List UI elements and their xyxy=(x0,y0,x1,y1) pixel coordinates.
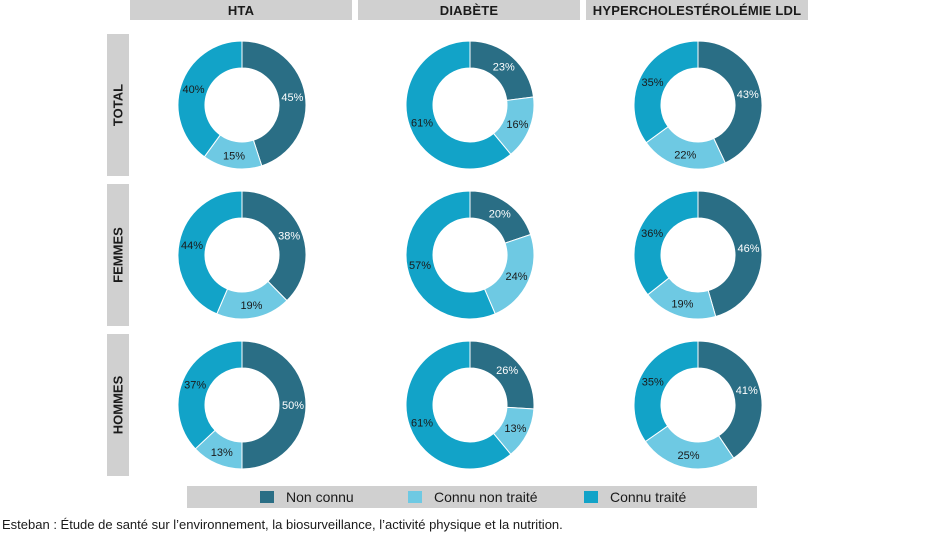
data-label-connu-traite: 40% xyxy=(182,84,204,96)
data-label-non-connu: 50% xyxy=(282,400,304,412)
donut-segment-non-connu xyxy=(697,340,763,459)
legend-item-non-connu: Non connu xyxy=(260,486,354,508)
data-label-connu-traite: 35% xyxy=(642,376,664,388)
donut-segment-connu-traite xyxy=(633,190,699,296)
data-label-connu-non-traite: 13% xyxy=(504,423,526,435)
row-header-hommes: HOMMES xyxy=(107,334,129,476)
donut-segment-non-connu xyxy=(241,40,307,167)
row-header-femmes-label: FEMMES xyxy=(110,227,126,283)
data-label-connu-traite: 36% xyxy=(641,228,663,240)
data-label-non-connu: 20% xyxy=(489,209,511,221)
data-label-non-connu: 38% xyxy=(278,231,300,243)
row-header-total: TOTAL xyxy=(107,34,129,176)
data-label-connu-traite: 61% xyxy=(411,417,433,429)
data-label-connu-traite: 35% xyxy=(642,77,664,89)
donut-hommes-hypercholesterolemie: 41% 25% 35% xyxy=(633,340,763,470)
data-label-connu-non-traite: 25% xyxy=(678,450,700,462)
legend-swatch-connu-non-traite xyxy=(408,491,422,503)
donut-total-hta: 45% 15% 40% xyxy=(177,40,307,170)
legend-swatch-non-connu xyxy=(260,491,274,503)
donut-segment-non-connu xyxy=(241,340,307,470)
donut-total-diabete: 23% 16% 61% xyxy=(405,40,535,170)
legend-item-connu-non-traite: Connu non traité xyxy=(408,486,538,508)
donut-segment-connu-traite xyxy=(177,340,243,450)
data-label-non-connu: 41% xyxy=(736,385,758,397)
data-label-connu-non-traite: 13% xyxy=(211,447,233,459)
data-label-connu-non-traite: 16% xyxy=(506,119,528,131)
column-header-hypercholesterolemie: HYPERCHOLESTÉROLÉMIE LDL xyxy=(586,0,808,20)
donut-total-hypercholesterolemie: 43% 22% 35% xyxy=(633,40,763,170)
legend-label-connu-non-traite: Connu non traité xyxy=(434,489,538,505)
donut-segment-non-connu xyxy=(697,190,763,318)
data-label-connu-traite: 37% xyxy=(184,380,206,392)
donut-femmes-hypercholesterolemie: 46% 19% 36% xyxy=(633,190,763,320)
donut-segment-connu-traite xyxy=(633,40,699,144)
donut-hommes-diabete: 26% 13% 61% xyxy=(405,340,535,470)
donut-segment-connu-traite xyxy=(177,40,243,158)
row-header-femmes: FEMMES xyxy=(107,184,129,326)
data-label-connu-traite: 44% xyxy=(181,240,203,252)
donut-segment-connu-traite xyxy=(405,190,496,320)
donut-segment-non-connu xyxy=(241,190,307,302)
legend-swatch-connu-traite xyxy=(584,491,598,503)
row-header-hommes-label: HOMMES xyxy=(110,375,126,435)
donut-femmes-diabete: 20% 24% 57% xyxy=(405,190,535,320)
data-label-non-connu: 45% xyxy=(281,92,303,104)
donut-segment-connu-traite xyxy=(177,190,243,315)
data-label-connu-non-traite: 15% xyxy=(223,150,245,162)
data-label-connu-non-traite: 24% xyxy=(506,271,528,283)
donut-segment-connu-traite xyxy=(405,40,512,170)
legend-item-connu-traite: Connu traité xyxy=(584,486,686,508)
data-label-connu-non-traite: 22% xyxy=(674,149,696,161)
data-label-non-connu: 46% xyxy=(737,243,759,255)
donut-segment-connu-traite xyxy=(633,340,699,443)
legend-label-connu-traite: Connu traité xyxy=(610,489,687,505)
row-header-total-label: TOTAL xyxy=(110,83,126,127)
source-note: Esteban : Étude de santé sur l’environne… xyxy=(2,517,563,532)
donut-femmes-hta: 38% 19% 44% xyxy=(177,190,307,320)
data-label-non-connu: 26% xyxy=(496,365,518,377)
data-label-connu-traite: 57% xyxy=(409,260,431,272)
data-label-connu-non-traite: 19% xyxy=(671,299,693,311)
column-header-diabete: DIABÈTE xyxy=(358,0,580,20)
legend: Non connu Connu non traité Connu traité xyxy=(187,486,757,508)
donut-segment-connu-traite xyxy=(405,340,512,470)
data-label-connu-traite: 61% xyxy=(411,117,433,129)
donut-hommes-hta: 50% 13% 37% xyxy=(177,340,307,470)
column-header-hta: HTA xyxy=(130,0,352,20)
data-label-non-connu: 23% xyxy=(493,62,515,74)
donut-segment-non-connu xyxy=(697,40,763,164)
data-label-non-connu: 43% xyxy=(737,89,759,101)
data-label-connu-non-traite: 19% xyxy=(240,300,262,312)
legend-label-non-connu: Non connu xyxy=(286,489,354,505)
